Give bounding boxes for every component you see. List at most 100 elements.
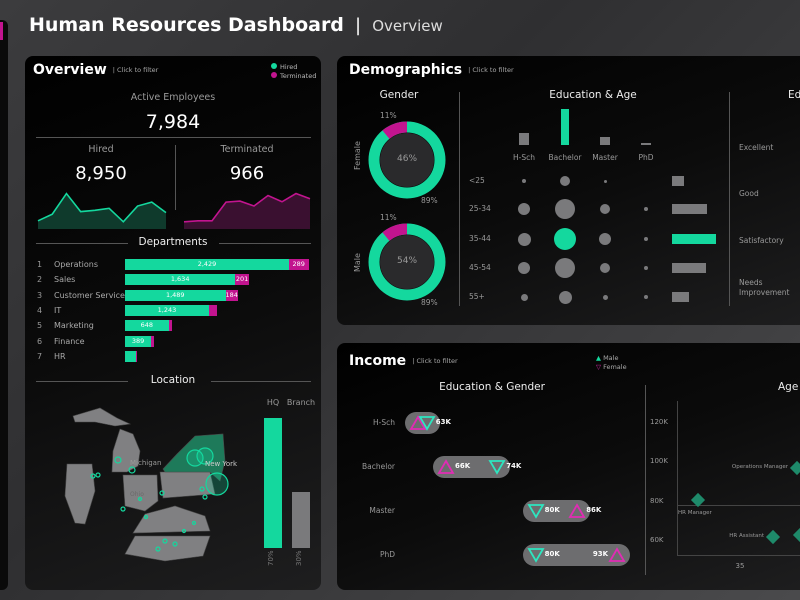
- gender-donut-female[interactable]: [362, 115, 452, 205]
- education-total-bar[interactable]: [561, 109, 569, 145]
- location-map[interactable]: Michigan New York Ohio: [45, 396, 245, 586]
- female-income-value: 86K: [586, 506, 602, 514]
- age-label: 35-44: [469, 234, 491, 243]
- rating-label[interactable]: Good: [739, 189, 759, 198]
- page-subtitle[interactable]: Overview: [372, 17, 443, 35]
- department-row[interactable]: 1 Operations 2,429 289: [36, 259, 316, 271]
- education-total-bar[interactable]: [641, 143, 651, 145]
- department-row[interactable]: 4 IT 1,243: [36, 304, 316, 317]
- dashboard-header: Human Resources Dashboard | Overview: [29, 14, 443, 36]
- legend-terminated[interactable]: Terminated: [271, 72, 316, 81]
- income-panel: Income | Click to filter ▲ Male ▽ Female …: [337, 343, 800, 590]
- location-bar-branch[interactable]: [292, 492, 310, 548]
- divider: [459, 92, 460, 306]
- age-education-bubble[interactable]: [555, 258, 575, 278]
- hired-bar: 2,429: [125, 259, 289, 270]
- side-nav-strip[interactable]: [0, 20, 8, 590]
- age-education-bubble[interactable]: [554, 228, 576, 250]
- department-name: Marketing: [54, 321, 94, 331]
- male-income-value: 74K: [506, 462, 522, 470]
- age-education-bubble[interactable]: [522, 179, 526, 183]
- age-total-bar[interactable]: [672, 204, 707, 214]
- age-education-bubble[interactable]: [555, 199, 575, 219]
- age-education-bubble[interactable]: [644, 207, 648, 211]
- scatter-point[interactable]: [789, 461, 800, 476]
- scatter-point[interactable]: [792, 528, 800, 543]
- female-marker-triangle-up: [568, 503, 586, 518]
- department-rank: 5: [37, 321, 43, 331]
- terminated-trend-line: [183, 192, 311, 223]
- legend-male[interactable]: ▲ Male: [596, 354, 619, 362]
- hired-value[interactable]: 8,950: [75, 163, 127, 184]
- age-education-bubble[interactable]: [644, 266, 648, 270]
- age-total-bar[interactable]: [672, 292, 689, 302]
- education-total-bar[interactable]: [519, 133, 529, 145]
- department-row[interactable]: 2 Sales 1,634 201: [36, 274, 316, 286]
- state-virginia: [132, 505, 211, 534]
- age-education-bubble[interactable]: [520, 293, 528, 301]
- divider: [645, 385, 646, 575]
- location-bar-percent: 70%: [267, 550, 275, 566]
- age-education-bubble[interactable]: [599, 233, 611, 245]
- y-tick-label: 120K: [650, 417, 668, 426]
- age-education-bubble[interactable]: [600, 263, 610, 273]
- legend-hired[interactable]: Hired: [271, 63, 316, 72]
- age-total-bar[interactable]: [672, 263, 706, 273]
- age-education-bubble[interactable]: [558, 290, 572, 304]
- age-education-bubble[interactable]: [603, 179, 607, 183]
- age-education-bubble[interactable]: [518, 262, 530, 274]
- rating-label[interactable]: Needs Improvement: [739, 278, 790, 297]
- age-education-bubble[interactable]: [644, 237, 648, 241]
- gender-donut-male[interactable]: [362, 217, 452, 307]
- terminated-trend-area: [184, 193, 310, 229]
- scatter-point[interactable]: [765, 530, 781, 545]
- department-rank: 1: [37, 260, 43, 269]
- rating-label[interactable]: Excellent: [739, 143, 774, 152]
- department-row[interactable]: 7 HR: [36, 350, 316, 363]
- department-rank: 6: [37, 336, 43, 346]
- department-row[interactable]: 5 Marketing 648: [36, 320, 316, 332]
- title-separator: |: [355, 15, 362, 36]
- hired-bar: 1,489: [125, 289, 226, 301]
- gender-title: Gender: [379, 89, 419, 101]
- terminated-bar: [168, 320, 172, 332]
- male-income-value: 63K: [435, 418, 451, 426]
- terminated-bar: [151, 335, 154, 347]
- female-income-value: 66K: [455, 462, 471, 470]
- terminated-bar: [135, 350, 138, 362]
- age-education-bubble[interactable]: [600, 204, 610, 214]
- age-education-bubble[interactable]: [518, 203, 530, 215]
- gender-share: 46%: [396, 154, 418, 164]
- legend-female[interactable]: ▽ Female: [596, 363, 627, 371]
- donut-inner: [380, 235, 434, 289]
- income-range-pill[interactable]: [522, 544, 630, 566]
- age-education-bubble[interactable]: [602, 294, 608, 300]
- terminated-label: Terminated: [220, 144, 274, 155]
- age-education-bubble[interactable]: [560, 176, 570, 186]
- male-marker-triangle-down: [488, 460, 506, 475]
- department-name: IT: [54, 305, 62, 315]
- scatter-point-label: HR Assistant: [729, 533, 764, 540]
- age-total-bar[interactable]: [672, 176, 684, 186]
- gender-label: Female: [353, 141, 362, 170]
- terminated-value[interactable]: 966: [229, 163, 265, 184]
- age-education-bubble[interactable]: [644, 295, 648, 299]
- hired-bar: [125, 350, 136, 362]
- location-bar-hq[interactable]: [264, 418, 282, 548]
- click-to-filter-hint: | Click to filter: [468, 66, 514, 74]
- state-illinois: [64, 463, 96, 525]
- age-total-bar[interactable]: [672, 234, 716, 244]
- department-row[interactable]: 6 Finance 389: [36, 335, 316, 348]
- age-label: <25: [469, 176, 485, 185]
- education-total-bar[interactable]: [600, 137, 610, 145]
- age-education-bubble[interactable]: [517, 232, 531, 246]
- male-marker-triangle-down: [527, 504, 545, 519]
- demographics-panel: Demographics | Click to filter Gender Fem…: [337, 56, 800, 325]
- active-employees-label: Active Employees: [130, 92, 216, 103]
- department-row[interactable]: 3 Customer Service 1,489 184: [36, 289, 316, 302]
- hired-bar: 1,243: [125, 304, 209, 316]
- terminated-pct: 11%: [380, 111, 397, 120]
- hired-trend-line: [37, 192, 167, 223]
- income-row-label: PhD: [379, 550, 395, 559]
- rating-label[interactable]: Satisfactory: [739, 236, 784, 245]
